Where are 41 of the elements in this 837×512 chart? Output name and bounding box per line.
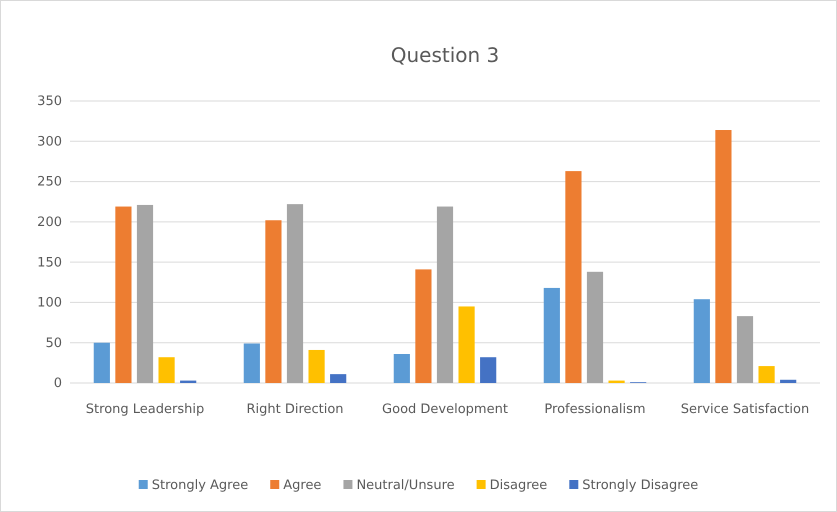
bar (780, 380, 796, 383)
bar (415, 269, 432, 383)
bar (308, 350, 325, 383)
x-tick-label: Right Direction (246, 402, 344, 417)
bar (158, 357, 175, 383)
bar (265, 220, 282, 383)
bar (136, 204, 154, 383)
legend-label: Agree (283, 478, 322, 493)
bar (115, 206, 132, 383)
chart-title: Question 3 (390, 43, 500, 67)
legend-label: Disagree (490, 478, 548, 493)
bar (480, 357, 496, 383)
y-tick-label: 0 (54, 376, 62, 392)
x-tick-label: Good Development (382, 402, 508, 417)
bar (94, 342, 110, 383)
x-tick-label: Service Satisfaction (680, 402, 810, 417)
bar (330, 374, 346, 383)
bar (458, 306, 475, 383)
legend-label: Neutral/Unsure (356, 478, 455, 493)
bar (715, 130, 732, 383)
bar (394, 354, 410, 383)
y-tick-label: 50 (45, 336, 62, 351)
y-tick-label: 150 (37, 255, 62, 270)
bar (286, 204, 304, 383)
y-tick-label: 250 (37, 174, 62, 190)
y-tick-label: 350 (37, 94, 62, 110)
bar (544, 288, 560, 383)
legend-label: Strongly Agree (152, 478, 248, 493)
legend-label: Strongly Disagree (582, 478, 698, 493)
y-tick-label: 100 (37, 296, 62, 311)
y-tick-label: 200 (37, 215, 62, 230)
bar (244, 344, 260, 383)
bar (436, 206, 454, 383)
bar (694, 299, 710, 383)
bar (565, 171, 582, 383)
y-tick-label: 300 (37, 134, 62, 150)
x-tick-label: Professionalism (544, 402, 646, 417)
bar (586, 272, 604, 383)
bar (736, 316, 754, 383)
bar (758, 366, 775, 383)
x-tick-label: Strong Leadership (86, 402, 204, 417)
